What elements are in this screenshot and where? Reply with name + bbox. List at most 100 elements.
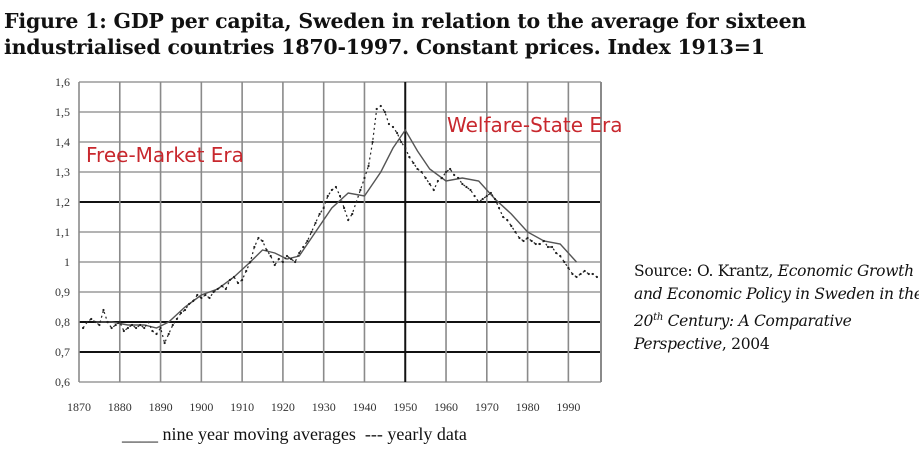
yearly-data-point [322, 206, 325, 210]
x-tick-label: 1870 [67, 400, 91, 414]
yearly-data-point [249, 260, 252, 264]
yearly-data-point [289, 257, 293, 261]
yearly-data-point [86, 320, 89, 324]
yearly-data-point [306, 239, 309, 243]
yearly-data-point [347, 218, 350, 222]
yearly-data-point [338, 194, 342, 198]
yearly-data-point [465, 185, 468, 189]
yearly-data-point [236, 281, 240, 285]
yearly-data-point [563, 260, 566, 264]
yearly-data-point [559, 254, 562, 258]
yearly-data-point [298, 251, 301, 255]
yearly-data-point [167, 332, 170, 336]
source-superscript: th [653, 312, 663, 323]
figure-title-line2: industrialised countries 1870-1997. Cons… [4, 35, 765, 59]
yearly-data-point [383, 110, 386, 114]
yearly-data-point [310, 230, 313, 234]
yearly-data-point [579, 272, 582, 276]
y-tick-label: 1,4 [55, 135, 70, 149]
yearly-data-point [126, 326, 130, 330]
yearly-data-point [114, 323, 117, 327]
yearly-data-point [122, 329, 125, 333]
yearly-data-point [367, 164, 370, 168]
chart-legend: ____ nine year moving averages --- yearl… [122, 424, 467, 445]
x-tick-label: 1950 [393, 400, 417, 414]
x-tick-label: 1880 [108, 400, 132, 414]
yearly-data-point [526, 236, 529, 240]
source-prefix: Source: O. Krantz, [634, 262, 778, 280]
y-tick-label: 0,7 [55, 345, 70, 359]
yearly-data-point [449, 167, 452, 171]
yearly-data-point [265, 248, 268, 252]
yearly-data-point [530, 239, 533, 243]
moving-average-line [95, 128, 578, 329]
x-tick-label: 1980 [516, 400, 540, 414]
yearly-data-point [90, 317, 93, 321]
yearly-data-point [391, 125, 395, 129]
yearly-data-point [506, 218, 509, 222]
yearly-data-point [351, 212, 354, 216]
yearly-data-point [575, 275, 578, 279]
yearly-data-point [432, 188, 435, 192]
source-title-part1: Economic Growth and Economic Policy in S… [634, 262, 919, 331]
yearly-data-point [555, 251, 558, 255]
yearly-data-point [469, 188, 472, 192]
yearly-data-point [232, 275, 236, 279]
yearly-data-point [477, 200, 480, 204]
x-tick-label: 1940 [352, 400, 376, 414]
source-citation: Source: O. Krantz, Economic Growth and E… [634, 260, 919, 356]
yearly-data-point [481, 197, 484, 201]
yearly-data-point [208, 296, 211, 300]
yearly-data-point [375, 107, 378, 111]
yearly-data-point [192, 299, 195, 303]
yearly-data-point [245, 269, 248, 273]
yearly-data-point [220, 284, 223, 288]
yearly-data-point [542, 239, 546, 243]
x-tick-label: 1960 [434, 400, 458, 414]
y-tick-label: 1,1 [55, 225, 70, 239]
yearly-data-point [538, 242, 541, 246]
yearly-data-point [188, 302, 191, 306]
yearly-data-point [567, 266, 570, 270]
yearly-data-point [404, 146, 407, 150]
yearly-data-point [81, 326, 85, 330]
yearly-data-point [497, 206, 501, 210]
yearly-data-point [200, 296, 203, 300]
yearly-data-point [94, 320, 97, 324]
yearly-data-point [440, 176, 444, 180]
figure-title-line1: Figure 1: GDP per capita, Sweden in rela… [4, 9, 807, 33]
yearly-data-point [550, 245, 554, 249]
yearly-data-point [510, 224, 513, 228]
yearly-data-point [277, 257, 280, 261]
welfare-state-era-label: Welfare-State Era [447, 113, 623, 137]
yearly-data-point [518, 236, 521, 240]
yearly-data-point [424, 176, 427, 180]
yearly-data-point [261, 239, 264, 243]
yearly-data-point [489, 191, 492, 195]
yearly-data-point [334, 185, 338, 189]
legend-yearly-data: --- yearly data [364, 424, 467, 444]
series-group [81, 104, 599, 345]
yearly-data-point [359, 188, 362, 192]
yearly-data-point [436, 179, 439, 183]
yearly-data-point [342, 206, 346, 210]
yearly-data-point [428, 182, 431, 186]
yearly-data-point [318, 212, 321, 216]
free-market-era-label: Free-Market Era [86, 143, 244, 167]
yearly-data-point [175, 317, 178, 321]
yearly-data-point [408, 155, 411, 159]
x-tick-label: 1910 [230, 400, 254, 414]
yearly-data-point [416, 167, 419, 171]
y-tick-label: 1,5 [55, 105, 70, 119]
yearly-data-point [379, 104, 382, 108]
yearly-data-point [412, 161, 415, 165]
y-tick-label: 1,6 [55, 75, 70, 89]
yearly-data-point [118, 320, 121, 324]
yearly-data-point [110, 326, 113, 330]
yearly-data-point [400, 140, 403, 144]
x-axis-ticks: 1870 1880 1890 1900 1910 1920 1930 1940 1950 1960… [67, 400, 580, 414]
y-tick-label: 0,8 [55, 315, 70, 329]
yearly-data-point [281, 260, 285, 264]
yearly-data-point [444, 170, 448, 174]
